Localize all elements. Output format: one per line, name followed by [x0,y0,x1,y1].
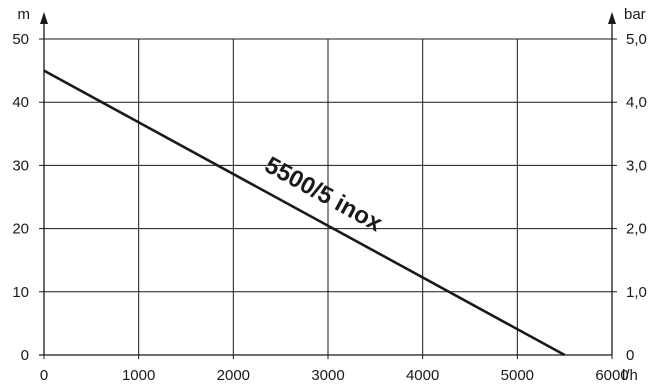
y2-tick-label: 3,0 [626,157,647,174]
y-tick-label: 0 [21,347,29,364]
y-tick-label: 40 [12,94,29,111]
x-tick-label: 3000 [311,367,344,384]
y2-tick-label: 2,0 [626,221,647,238]
y-tick-label: 50 [12,31,29,48]
series-line-0 [43,69,566,357]
x-tick-label: 4000 [406,367,439,384]
series-lines [43,69,566,357]
y2-tick-label: 4,0 [626,94,647,111]
x-tick-label: 6000 [595,367,628,384]
x-tick-label: 5000 [501,367,534,384]
y-tick-label: 20 [12,221,29,238]
x-axis-unit-label: l/h [622,367,638,384]
y2-tick-label: 0 [626,347,634,364]
tick-labels: 0 1000 2000 3000 4000 5000 6000 0 10 20 30 40 50 0 1,0… [12,31,647,384]
y2-tick-label: 5,0 [626,31,647,48]
y-tick-label: 10 [12,284,29,301]
y2-tick-label: 1,0 [626,284,647,301]
y2-axis-arrow [608,12,616,24]
x-tick-label: 0 [40,367,48,384]
x-tick-label: 1000 [122,367,155,384]
y2-axis-unit-label: bar [624,6,646,23]
y-axis-unit-label: m [18,6,31,23]
x-tick-label: 2000 [217,367,250,384]
y-tick-label: 30 [12,157,29,174]
y-axis-arrow [40,12,48,24]
